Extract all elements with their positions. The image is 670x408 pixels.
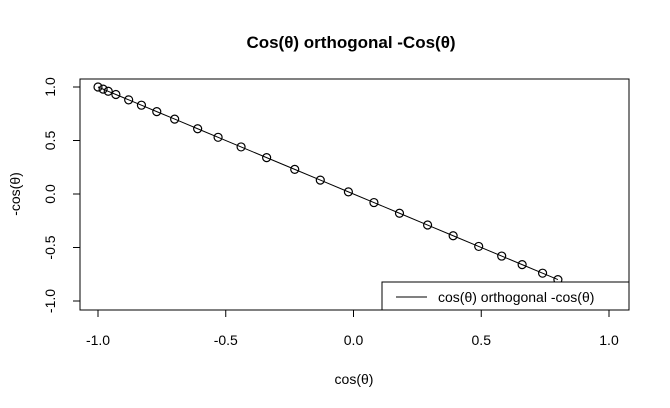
x-axis-label: cos(θ): [335, 371, 374, 387]
data-point: [98, 84, 108, 94]
data-point: [537, 268, 548, 278]
y-tick-label: 0.0: [42, 184, 58, 204]
legend-label: cos(θ) orthogonal -cos(θ): [438, 289, 594, 305]
data-point: [448, 231, 458, 241]
legend: cos(θ) orthogonal -cos(θ): [381, 281, 630, 311]
x-tick-label: -1.0: [86, 332, 110, 348]
y-tick-label: 1.0: [42, 77, 58, 97]
x-tick-label: 0.5: [472, 332, 492, 348]
data-point: [93, 82, 103, 92]
legend-box: [381, 281, 630, 311]
series-line: [97, 86, 559, 281]
data-point: [124, 95, 134, 105]
y-tick-label: -0.5: [42, 235, 58, 259]
data-point: [422, 220, 433, 230]
data-point: [152, 107, 162, 117]
data-point: [394, 208, 405, 218]
data-point: [315, 175, 325, 185]
y-axis-label: -cos(θ): [7, 172, 23, 216]
x-tick-label: 1.0: [599, 332, 619, 348]
series-layer: [93, 82, 563, 285]
x-tick-label: -0.5: [214, 332, 238, 348]
data-point: [262, 153, 272, 163]
y-tick-label: 0.5: [42, 131, 58, 151]
chart-title: Cos(θ) orthogonal -Cos(θ): [246, 33, 455, 52]
data-point: [236, 142, 246, 152]
data-point: [213, 132, 223, 142]
data-point: [343, 187, 353, 197]
y-tick-label: -1.0: [42, 289, 58, 313]
y-axis: -1.0 -0.5 0.0 0.5 1.0: [42, 77, 81, 313]
data-point: [497, 251, 507, 261]
data-point: [193, 124, 203, 134]
data-point: [103, 86, 113, 96]
data-point: [170, 114, 180, 124]
data-point: [111, 89, 121, 100]
data-point: [136, 100, 147, 110]
x-tick-label: 0.0: [344, 332, 364, 348]
data-point: [474, 241, 484, 252]
data-point: [517, 260, 527, 270]
data-point: [369, 197, 379, 208]
x-axis: -1.0 -0.5 0.0 0.5 1.0: [86, 309, 619, 348]
data-point: [290, 164, 300, 174]
